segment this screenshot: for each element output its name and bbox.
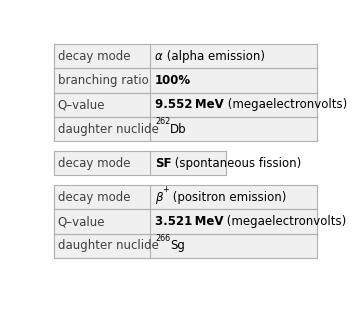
Text: (megaelectronvolts): (megaelectronvolts): [223, 215, 347, 228]
Bar: [54, 185, 317, 210]
Text: daughter nuclide: daughter nuclide: [58, 123, 159, 136]
Bar: [54, 68, 317, 93]
Bar: [54, 151, 226, 175]
Bar: [54, 117, 317, 141]
Text: β: β: [155, 191, 163, 204]
Bar: [54, 93, 317, 117]
Bar: [54, 210, 317, 234]
Text: branching ratio: branching ratio: [58, 74, 149, 87]
Text: 100%: 100%: [155, 74, 191, 87]
Text: decay mode: decay mode: [58, 157, 130, 170]
Text: (positron emission): (positron emission): [169, 191, 286, 204]
Text: Q–value: Q–value: [58, 215, 105, 228]
Text: 9.552 MeV: 9.552 MeV: [155, 98, 224, 111]
Text: decay mode: decay mode: [58, 50, 130, 63]
Text: (megaelectronvolts): (megaelectronvolts): [224, 98, 347, 111]
Bar: [54, 44, 317, 68]
Text: Sg: Sg: [170, 240, 185, 252]
Bar: [54, 234, 317, 258]
Text: (alpha emission): (alpha emission): [163, 50, 265, 63]
Text: 262: 262: [155, 117, 170, 126]
Text: Q–value: Q–value: [58, 98, 105, 111]
Text: daughter nuclide: daughter nuclide: [58, 240, 159, 252]
Text: decay mode: decay mode: [58, 191, 130, 204]
Text: α: α: [155, 50, 163, 63]
Text: Db: Db: [170, 123, 187, 136]
Text: 266: 266: [155, 234, 170, 243]
Text: (spontaneous fission): (spontaneous fission): [172, 157, 302, 170]
Text: +: +: [163, 185, 169, 194]
Text: 3.521 MeV: 3.521 MeV: [155, 215, 223, 228]
Text: SF: SF: [155, 157, 172, 170]
